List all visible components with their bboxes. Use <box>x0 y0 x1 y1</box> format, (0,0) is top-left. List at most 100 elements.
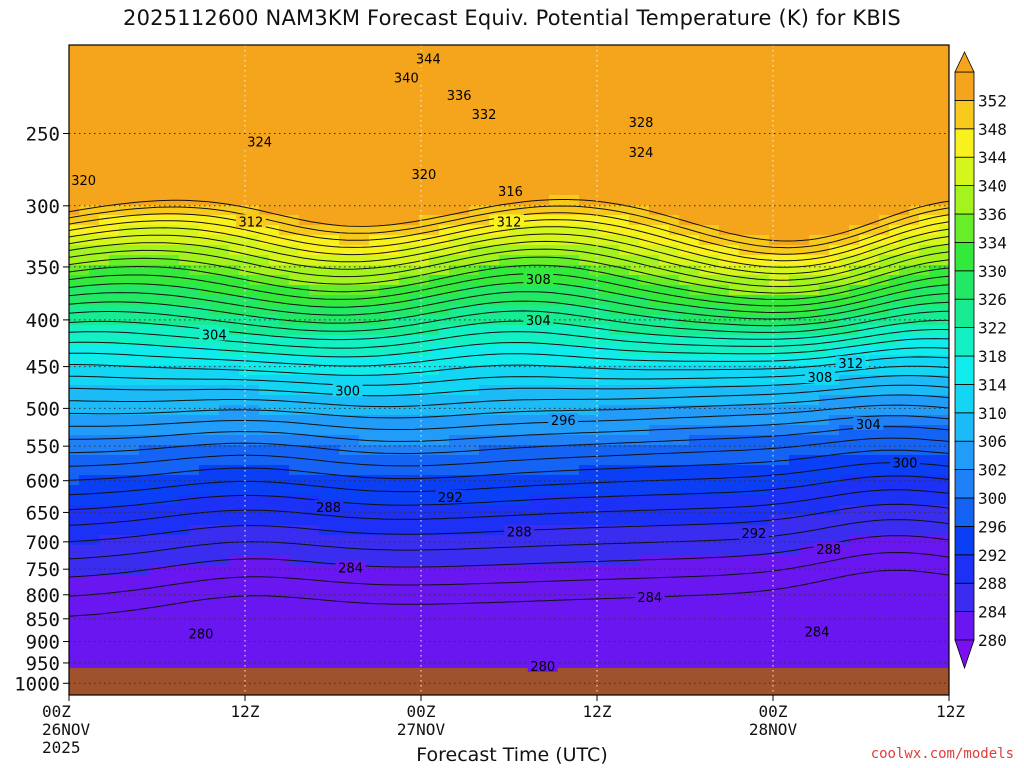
field-cell <box>679 605 690 616</box>
field-cell <box>219 75 230 86</box>
field-cell <box>499 155 510 166</box>
field-cell <box>699 105 710 116</box>
field-cell <box>819 85 830 96</box>
field-cell <box>479 535 490 546</box>
field-cell <box>929 295 940 306</box>
field-cell <box>599 375 610 386</box>
field-cell <box>349 155 360 166</box>
field-cell <box>479 495 490 506</box>
field-cell <box>69 285 80 296</box>
field-cell <box>509 445 520 456</box>
field-cell <box>649 335 660 346</box>
field-cell <box>679 75 690 86</box>
field-cell <box>299 265 310 276</box>
field-cell <box>769 575 780 586</box>
field-cell <box>849 225 860 236</box>
field-cell <box>679 445 690 456</box>
field-cell <box>219 185 230 196</box>
field-cell <box>229 145 240 156</box>
field-cell <box>249 485 260 496</box>
field-cell <box>199 185 210 196</box>
field-cell <box>429 575 440 586</box>
field-cell <box>709 155 720 166</box>
field-cell <box>319 385 330 396</box>
field-cell <box>499 55 510 66</box>
field-cell <box>859 45 870 56</box>
field-cell <box>599 515 610 526</box>
field-cell <box>829 445 840 456</box>
field-cell <box>639 165 650 176</box>
field-cell <box>369 105 380 116</box>
field-cell <box>739 85 750 96</box>
field-cell <box>299 365 310 376</box>
field-cell <box>309 165 320 176</box>
field-cell <box>399 345 410 356</box>
field-cell <box>709 65 720 76</box>
field-cell <box>469 175 480 186</box>
field-cell <box>109 235 120 246</box>
field-cell <box>239 345 250 356</box>
field-cell <box>249 575 260 586</box>
field-cell <box>219 65 230 76</box>
field-cell <box>349 555 360 566</box>
field-cell <box>609 455 620 466</box>
field-cell <box>609 535 620 546</box>
field-cell <box>99 175 110 186</box>
field-cell <box>359 595 370 606</box>
field-cell <box>859 65 870 76</box>
field-cell <box>579 505 590 516</box>
field-cell <box>239 265 250 276</box>
field-cell <box>309 545 320 556</box>
field-cell <box>279 295 290 306</box>
field-cell <box>219 375 230 386</box>
field-cell <box>489 555 500 566</box>
field-cell <box>129 175 140 186</box>
field-cell <box>549 585 560 596</box>
field-cell <box>509 405 520 416</box>
field-cell <box>319 75 330 86</box>
field-cell <box>899 375 910 386</box>
field-cell <box>279 325 290 336</box>
field-cell <box>729 565 740 576</box>
field-cell <box>529 105 540 116</box>
field-cell <box>859 185 870 196</box>
field-cell <box>759 45 770 56</box>
field-cell <box>839 275 850 286</box>
field-cell <box>909 295 920 306</box>
field-cell <box>189 435 200 446</box>
field-cell <box>689 85 700 96</box>
field-cell <box>739 515 750 526</box>
field-cell <box>199 195 210 206</box>
field-cell <box>69 555 80 566</box>
field-cell <box>749 135 760 146</box>
field-cell <box>509 555 520 566</box>
field-cell <box>379 505 390 516</box>
field-cell <box>659 555 670 566</box>
field-cell <box>659 395 670 406</box>
field-cell <box>499 605 510 616</box>
field-cell <box>369 515 380 526</box>
field-cell <box>619 335 630 346</box>
field-cell <box>769 95 780 106</box>
field-cell <box>369 325 380 336</box>
field-cell <box>509 365 520 376</box>
field-cell <box>899 585 910 596</box>
field-cell <box>379 215 390 226</box>
field-cell <box>709 45 720 56</box>
field-cell <box>129 455 140 466</box>
field-cell <box>119 545 130 556</box>
field-cell <box>389 285 400 296</box>
field-cell <box>699 575 710 586</box>
field-cell <box>799 55 810 66</box>
field-cell <box>849 65 860 76</box>
field-cell <box>449 455 460 466</box>
field-cell <box>179 275 190 286</box>
field-cell <box>669 255 680 266</box>
field-cell <box>829 115 840 126</box>
field-cell <box>639 435 650 446</box>
field-cell <box>329 335 340 346</box>
field-cell <box>919 335 930 346</box>
field-cell <box>619 125 630 136</box>
field-cell <box>529 565 540 576</box>
field-cell <box>179 55 190 66</box>
